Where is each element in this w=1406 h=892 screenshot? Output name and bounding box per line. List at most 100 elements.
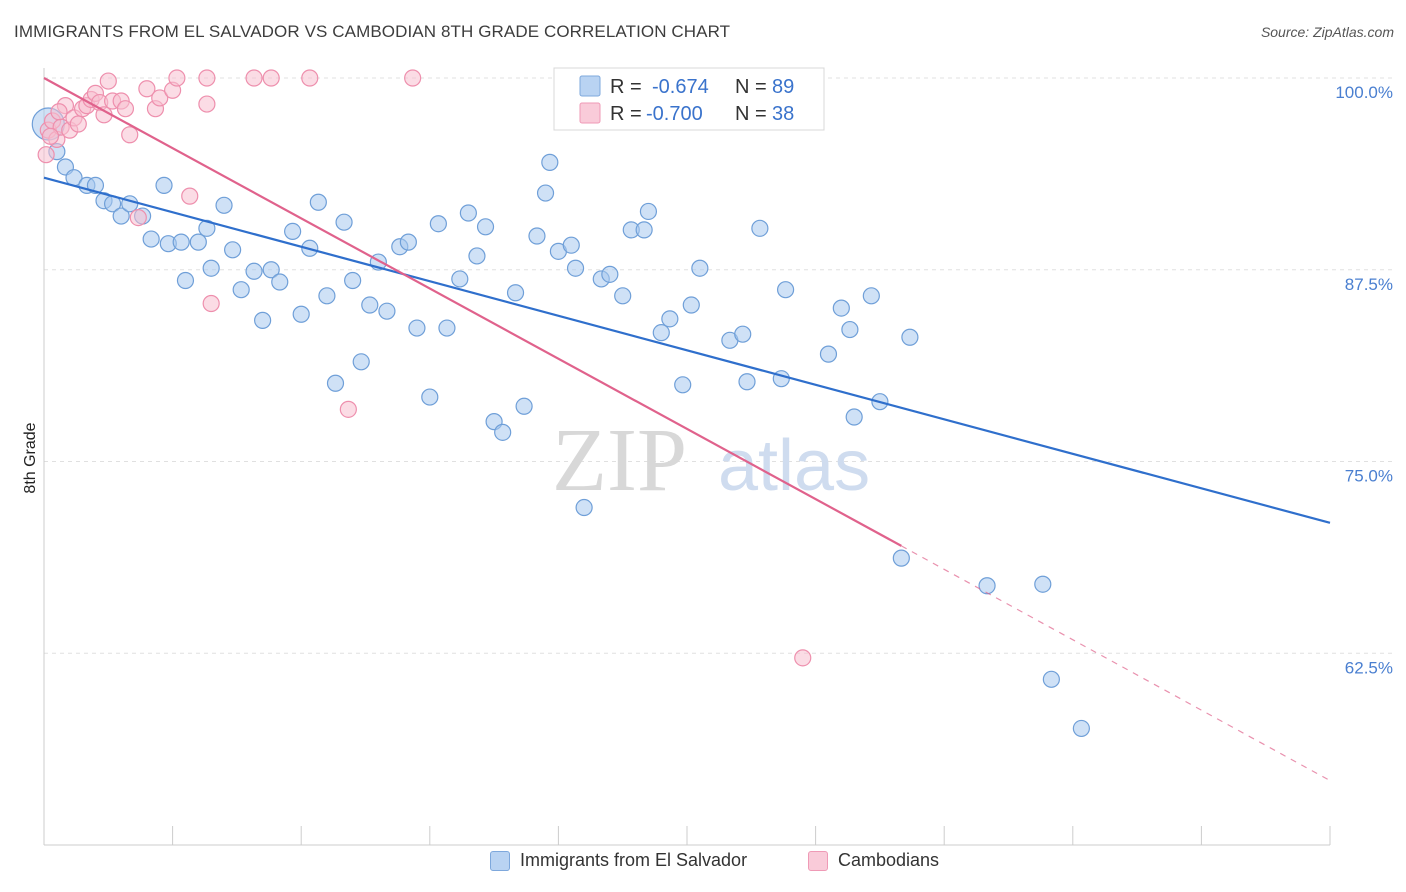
point-el-salvador [652,324,670,342]
point-el-salvador [292,305,310,323]
legend-n-value-pink: 38 [772,103,794,125]
series-cambodians [37,69,812,667]
point-el-salvador [751,219,769,237]
point-el-salvador [318,287,336,305]
legend-r-label-pink: R = [610,103,642,125]
point-el-salvador [224,241,242,259]
point-el-salvador [506,284,525,302]
point-el-salvador [614,287,632,305]
point-cambodians [198,95,216,113]
legend-n-value-blue: 89 [772,76,794,98]
point-el-salvador [738,373,756,391]
point-el-salvador [155,176,173,194]
point-el-salvador [892,549,910,567]
y-tick-label: 62.5% [1345,658,1393,677]
point-cambodians [50,103,68,121]
point-el-salvador [901,328,919,346]
point-cambodians [69,115,87,133]
point-cambodians [129,208,147,227]
point-el-salvador [378,302,396,320]
point-el-salvador [1034,575,1052,593]
point-el-salvador [202,259,220,277]
point-el-salvador [674,376,692,394]
stats-legend: R = -0.674 N = 89 R = -0.700 N = 38 [553,67,825,131]
point-cambodians [37,146,55,164]
point-el-salvador [232,281,250,299]
point-el-salvador [326,374,345,392]
point-el-salvador [819,345,838,363]
grid: 100.0% 87.5% 75.0% 62.5% [44,77,1393,677]
point-cambodians [404,69,422,87]
trend-line-el-salvador [43,176,1331,524]
point-el-salvador [639,202,658,221]
point-el-salvador [245,262,263,280]
point-el-salvador [1042,670,1060,688]
point-el-salvador [176,271,195,290]
point-el-salvador [344,271,362,290]
point-el-salvador [541,153,559,171]
watermark-zip: ZIP [552,411,687,510]
series-el-salvador [31,93,1090,738]
y-axis-label: 8th Grade [22,422,39,493]
point-el-salvador [635,221,653,239]
y-tick-label: 87.5% [1345,275,1393,294]
point-el-salvador [429,215,447,233]
legend-label: Cambodians [838,850,940,870]
y-tick-label: 100.0% [1335,83,1393,102]
point-el-salvador [352,353,370,371]
point-el-salvador [1072,719,1090,738]
series-legend: Immigrants from El Salvador Cambodians [0,850,1406,880]
point-el-salvador [566,259,585,277]
point-cambodians [339,400,357,418]
point-el-salvador [335,213,353,231]
point-el-salvador [515,397,533,415]
point-el-salvador [142,230,160,248]
point-el-salvador [562,236,580,254]
point-el-salvador [776,281,795,299]
point-el-salvador [832,299,850,317]
point-cambodians [245,69,263,87]
point-el-salvador [845,408,863,426]
point-el-salvador [575,498,593,517]
point-el-salvador [421,388,439,406]
point-el-salvador [172,233,190,251]
point-el-salvador [476,218,495,236]
point-cambodians [121,126,139,144]
source-label: Source: ZipAtlas.com [1260,24,1394,40]
point-el-salvador [862,287,880,305]
point-cambodians [202,294,220,313]
point-el-salvador [601,265,619,283]
point-cambodians [794,649,812,667]
point-el-salvador [528,227,546,245]
point-cambodians [168,69,186,87]
point-cambodians [116,100,135,118]
point-el-salvador [661,310,679,328]
legend-swatch-pink [579,102,601,124]
trend-line-cambodians-extension [901,545,1331,782]
legend-swatch [490,850,510,871]
legend-item-el-salvador[interactable]: Immigrants from El Salvador [490,850,747,871]
point-el-salvador [254,311,272,329]
trend-line-cambodians [43,77,902,547]
point-cambodians [181,187,199,205]
legend-item-cambodians[interactable]: Cambodians [808,850,939,871]
legend-r-label-blue: R = [610,76,642,98]
point-el-salvador [399,233,417,251]
point-el-salvador [459,204,477,222]
point-el-salvador [262,261,280,279]
point-el-salvador [309,193,327,211]
point-el-salvador [536,184,555,202]
point-el-salvador [734,325,752,343]
point-el-salvador [691,259,709,277]
point-el-salvador [468,247,486,265]
point-el-salvador [215,196,233,214]
point-el-salvador [438,319,456,337]
point-el-salvador [112,207,130,225]
point-cambodians [301,69,319,87]
legend-n-label-pink: N = [735,103,767,125]
point-cambodians [99,72,117,90]
point-el-salvador [978,577,996,595]
point-el-salvador [841,320,859,339]
legend-label: Immigrants from El Salvador [520,850,748,870]
trend-lines [43,77,1331,782]
